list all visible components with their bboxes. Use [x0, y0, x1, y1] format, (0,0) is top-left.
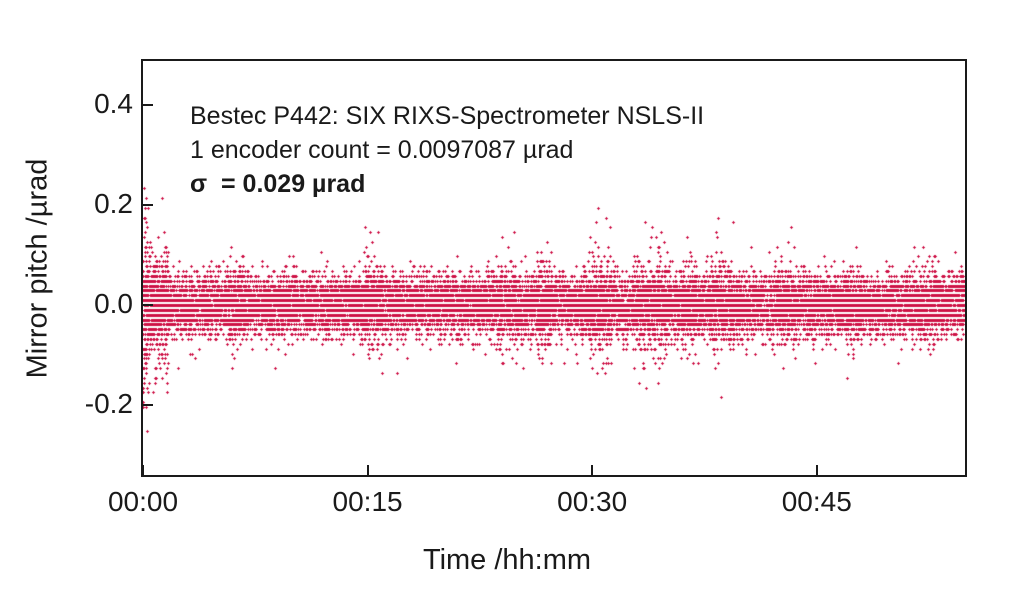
- x-tick-mark: [366, 465, 369, 475]
- x-tick-mark: [142, 465, 144, 475]
- x-tick-mark: [591, 465, 594, 475]
- y-tick-mark: [143, 204, 153, 206]
- y-axis-label: Mirror pitch /µrad: [21, 158, 54, 379]
- y-tick-label: 0.2: [94, 188, 133, 219]
- annotation-line-2: 1 encoder count = 0.0097087 µrad: [190, 136, 574, 164]
- annotation-block: Bestec P442: SIX RIXS-Spectrometer NSLS-…: [190, 99, 704, 201]
- y-tick-label: -0.2: [84, 388, 133, 419]
- scatter-canvas: [143, 61, 965, 475]
- y-tick-mark: [143, 304, 153, 306]
- x-tick-label: 00:45: [781, 486, 852, 517]
- y-tick-label: 0.4: [94, 88, 133, 119]
- y-tick-mark: [143, 104, 153, 106]
- y-tick-label: 0.0: [94, 288, 133, 319]
- x-tick-label: 00:00: [107, 486, 179, 517]
- y-tick-mark: [143, 404, 153, 406]
- x-tick-mark: [815, 465, 818, 475]
- x-tick-label: 00:15: [332, 486, 403, 517]
- annotation-line-1: Bestec P442: SIX RIXS-Spectrometer NSLS-…: [190, 102, 705, 130]
- x-axis-label: Time /hh:mm: [422, 544, 592, 576]
- x-tick-label: 00:30: [557, 486, 628, 517]
- annotation-sigma-line: σ = 0.029 µrad: [190, 170, 366, 198]
